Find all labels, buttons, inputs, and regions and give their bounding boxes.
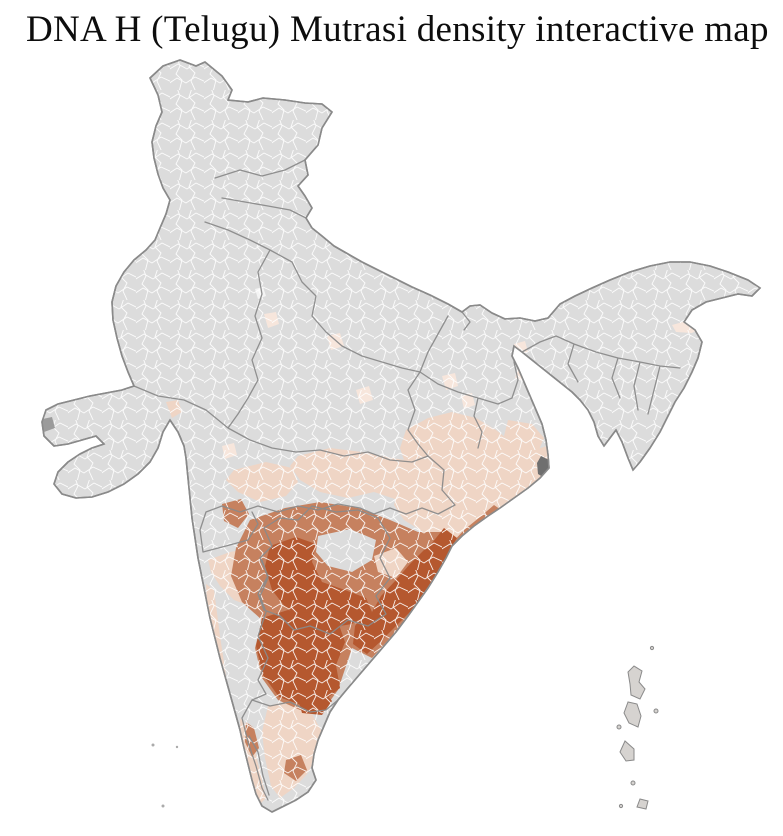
india-landmass[interactable] <box>41 59 761 813</box>
page-title: DNA H (Telugu) Mutrasi density interacti… <box>26 9 769 50</box>
lakshadweep-islets <box>151 743 179 808</box>
andaman-nicobar-islands[interactable] <box>616 645 659 810</box>
